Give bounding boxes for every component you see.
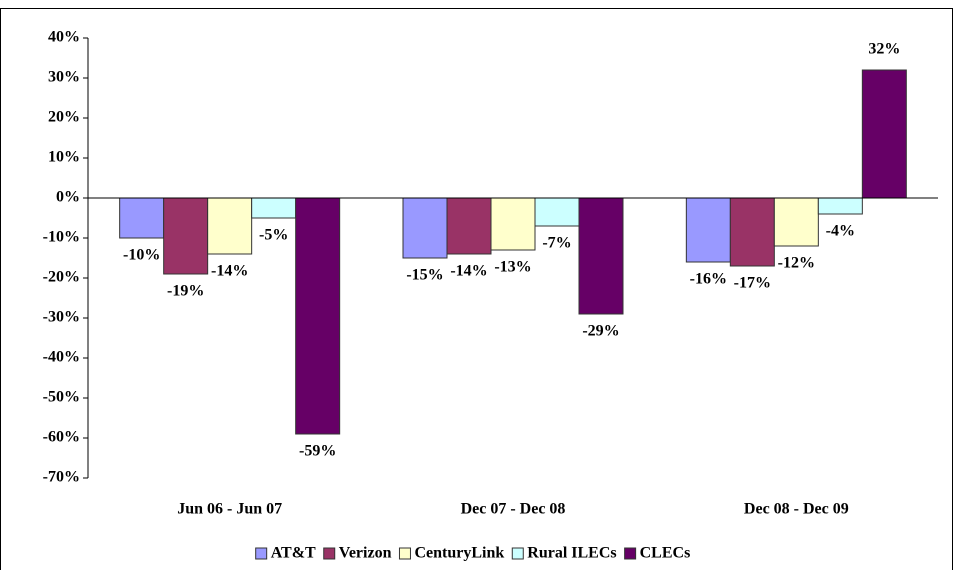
legend-label: AT&T: [271, 545, 316, 562]
legend-label: Verizon: [339, 545, 392, 562]
y-tick-label: -40%: [43, 349, 80, 366]
x-tick-label: Dec 08 - Dec 09: [744, 501, 849, 518]
chart-border: [0, 8, 953, 570]
y-tick-label: -30%: [43, 309, 80, 326]
bar: [534, 197, 580, 227]
data-label: -16%: [690, 271, 727, 288]
x-tick-label: Jun 06 - Jun 07: [177, 501, 282, 518]
bar: [119, 197, 165, 239]
data-label: -4%: [826, 223, 855, 240]
y-tick-label: 10%: [48, 149, 80, 166]
y-tick-label: 30%: [48, 69, 80, 86]
legend: AT&T Verizon CenturyLink Rural ILECs CLECs: [255, 545, 691, 562]
bar: [861, 69, 907, 199]
bar: [446, 197, 492, 255]
data-label: -17%: [734, 275, 771, 292]
legend-swatch: [323, 547, 336, 560]
data-label: -5%: [259, 227, 288, 244]
y-tick-label: 40%: [48, 29, 80, 46]
data-label: -29%: [582, 323, 619, 340]
legend-swatch: [624, 547, 637, 560]
data-label: -10%: [123, 247, 160, 264]
bar: [773, 197, 819, 247]
data-label: -12%: [778, 255, 815, 272]
data-label: -15%: [406, 267, 443, 284]
data-label: -7%: [542, 235, 571, 252]
y-tick-label: -50%: [43, 389, 80, 406]
legend-label: CLECs: [640, 545, 691, 562]
data-label: 32%: [868, 41, 900, 58]
bar: [729, 197, 775, 267]
data-label: -59%: [299, 443, 336, 460]
y-tick-label: 20%: [48, 109, 80, 126]
x-tick-label: Dec 07 - Dec 08: [461, 501, 566, 518]
bar: [207, 197, 253, 255]
bar: [685, 197, 731, 263]
legend-label: Rural ILECs: [527, 545, 616, 562]
bar: [578, 197, 624, 315]
y-tick-label: -20%: [43, 269, 80, 286]
legend-swatch: [255, 547, 268, 560]
bar: [817, 197, 863, 215]
y-tick-label: -10%: [43, 229, 80, 246]
y-tick-label: -60%: [43, 429, 80, 446]
legend-swatch: [511, 547, 524, 560]
data-label: -19%: [167, 283, 204, 300]
data-label: -14%: [211, 263, 248, 280]
data-label: -13%: [494, 259, 531, 276]
bar: [490, 197, 536, 251]
legend-swatch: [398, 547, 411, 560]
bar: [163, 197, 209, 275]
data-label: -14%: [450, 263, 487, 280]
y-tick-label: -70%: [43, 469, 80, 486]
bar: [402, 197, 448, 259]
legend-label: CenturyLink: [414, 545, 504, 562]
bar: [251, 197, 297, 219]
y-tick-label: 0%: [56, 189, 80, 206]
bar: [295, 197, 341, 435]
